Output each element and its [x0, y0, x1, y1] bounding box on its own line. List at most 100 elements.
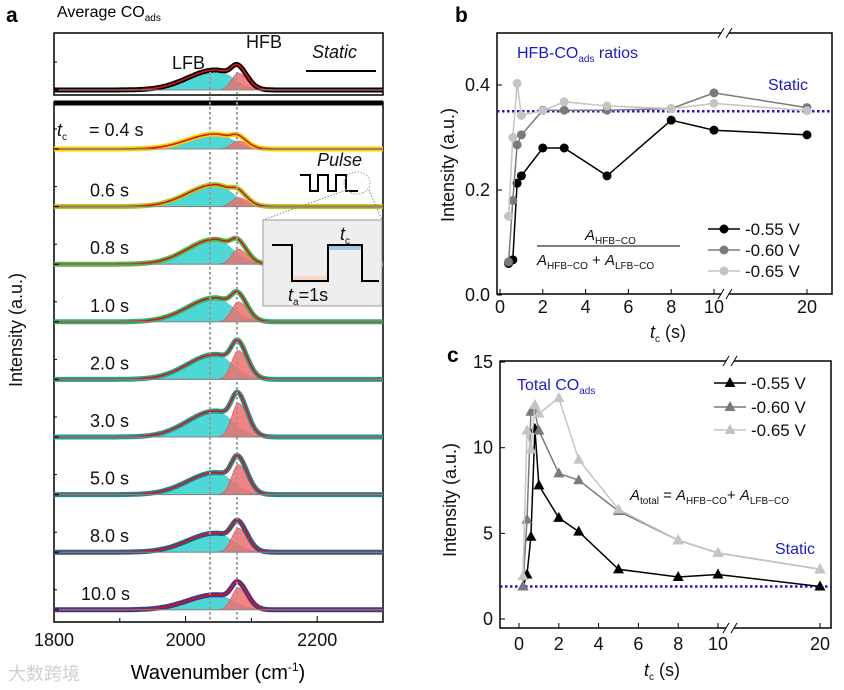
pulse-spectrum [52, 131, 385, 152]
spectrum-label: 0.8 s [90, 238, 129, 258]
x-tick-label: 8 [666, 297, 676, 317]
data-point [814, 580, 826, 591]
data-point [802, 130, 812, 140]
lfb-label: LFB [172, 53, 205, 73]
data-point [508, 196, 518, 205]
pulse-spectrum [52, 337, 385, 382]
pulse-wave-large [272, 244, 379, 282]
data-point [538, 106, 548, 116]
panel-c-title: Total COads [517, 377, 595, 397]
panel-b-ylabel: Intensity (a.u.) [438, 108, 458, 222]
legend-label: -0.65 V [751, 421, 806, 440]
x-tick-label: 8 [673, 634, 683, 654]
series-065: -0.65 V [504, 78, 812, 281]
y-tick-label: 10 [473, 438, 493, 458]
pulse-label: Pulse [317, 150, 362, 170]
x-tick-label: 4 [594, 634, 604, 654]
x-tick-label: 20 [797, 297, 817, 317]
data-point [525, 530, 537, 541]
data-point [802, 106, 812, 116]
x-tick-label: 4 [581, 297, 591, 317]
panel-c-static-label: Static [775, 541, 815, 558]
static-label-a: Static [312, 42, 357, 62]
y-tick-label: 15 [473, 352, 493, 372]
data-point [512, 140, 522, 150]
spectrum-label: 10.0 s [81, 584, 130, 604]
x-tick-label: 10 [708, 634, 728, 654]
y-tick-label: 0.0 [465, 285, 490, 305]
panel-a-spectra: = 0.4 s 0.6 s 0.8 s 1.0 s 2.0 s 3.0 s 5.0 s 8.0… [34, 32, 385, 650]
data-point [613, 563, 624, 574]
panel-label-c: c [447, 344, 459, 367]
data-point [573, 453, 585, 464]
legend-marker [719, 245, 729, 255]
data-point [709, 88, 719, 98]
axis-break-mark [722, 355, 730, 367]
data-point [602, 101, 612, 111]
panel-b-title: HFB-COads ratios [517, 45, 638, 65]
data-point [709, 98, 719, 108]
x-tick-label: 2200 [297, 630, 337, 650]
data-point [533, 479, 545, 490]
data-point [553, 392, 565, 403]
hfb-label: HFB [246, 32, 282, 52]
static-frame [53, 32, 384, 96]
legend-marker [724, 401, 736, 411]
data-point [521, 513, 533, 524]
legend-label: -0.65 V [745, 262, 800, 281]
data-point [529, 398, 541, 409]
x-tick-label: 2 [538, 297, 548, 317]
panel-a-ylabel: Intensity (a.u.) [6, 273, 26, 387]
data-point [516, 171, 526, 181]
panel-b-formula: AHFB−CO AHFB−CO + ALFB−CO [536, 227, 680, 272]
panel-c-plot: 0 2 4 6 8 10 20 0 5 10 15 -0.55 V -0.60 V -0.65 V [473, 352, 832, 654]
legend-label: -0.55 V [751, 374, 806, 393]
formula-denominator: AHFB−CO + ALFB−CO [536, 252, 654, 272]
panel-a-xlabel: Wavenumber (cm-1) [131, 660, 305, 684]
tc-prefix: tc [57, 120, 67, 143]
spectrum-label: 2.0 s [90, 353, 129, 373]
x-tick-label: 6 [623, 297, 633, 317]
data-point [516, 110, 526, 120]
data-point [521, 424, 533, 435]
legend-label: -0.60 V [745, 241, 800, 260]
axes-frame [499, 360, 832, 629]
x-tick-label: 0 [495, 297, 505, 317]
series-line [508, 119, 808, 265]
spectrum-label: = 0.4 s [89, 120, 144, 140]
ta-bar [292, 276, 328, 281]
axis-break-mark [730, 355, 738, 367]
zoom-line [368, 189, 383, 221]
data-point [525, 443, 537, 454]
x-tick-label: 2000 [166, 630, 206, 650]
y-tick-label: 0 [483, 609, 493, 629]
data-point [538, 143, 548, 153]
x-tick-label: 6 [633, 634, 643, 654]
series-line [507, 83, 808, 217]
y-tick-label: 0.4 [465, 75, 490, 95]
series-line [507, 92, 808, 262]
pulse-spectrum [52, 517, 385, 555]
x-tick-label: 2 [554, 634, 564, 654]
legend-label: -0.55 V [745, 220, 800, 239]
data-point [573, 525, 585, 536]
pulse-spectrum [52, 289, 385, 325]
legend-marker [724, 424, 736, 434]
x-tick-label: 20 [810, 634, 830, 654]
zoom-circle [343, 171, 371, 195]
panel-label-a: a [6, 4, 18, 27]
y-tick-label: 0.2 [465, 180, 490, 200]
data-point [573, 474, 585, 485]
lfb-component [54, 69, 383, 91]
data-point [553, 511, 565, 522]
formula-numerator: AHFB−CO [584, 227, 636, 247]
panel-b-plot: 0 2 4 6 8 10 20 0.0 0.2 0.4 -0.55 V -0.60 V -0.65 V [465, 27, 833, 317]
pulse-spectrum [52, 579, 385, 613]
x-tick-label: 0 [514, 634, 524, 654]
data-point [517, 570, 529, 581]
axis-break-gap [726, 359, 734, 363]
axis-break-gap [721, 31, 729, 35]
spectrum-label: 5.0 s [90, 469, 129, 489]
data-point [533, 424, 545, 435]
